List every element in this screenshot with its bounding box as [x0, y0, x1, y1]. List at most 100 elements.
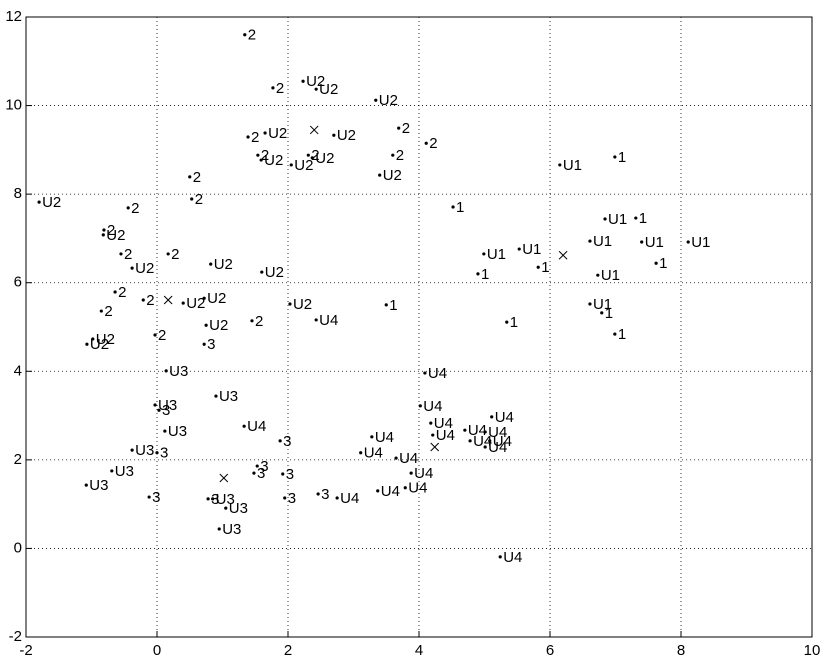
centroid	[163, 295, 173, 305]
point-label: U2	[106, 227, 125, 244]
y-tick-label: 6	[14, 274, 22, 291]
centroid	[558, 250, 568, 260]
point	[640, 240, 644, 244]
point	[558, 163, 562, 167]
point-label: 3	[321, 486, 329, 503]
point	[468, 439, 472, 443]
point	[217, 527, 221, 531]
point	[588, 239, 592, 243]
point	[370, 435, 374, 439]
point-label: U3	[168, 423, 187, 440]
point	[409, 471, 413, 475]
point	[359, 451, 363, 455]
point-label: 2	[158, 327, 166, 344]
point	[166, 252, 170, 256]
point-label: U2	[207, 290, 226, 307]
point-label: 2	[276, 80, 284, 97]
point	[498, 555, 502, 559]
point	[259, 158, 263, 162]
point-label: U4	[247, 418, 266, 435]
point	[91, 337, 95, 341]
point	[335, 496, 339, 500]
point	[141, 298, 145, 302]
point-label: U4	[340, 490, 359, 507]
point-label: U4	[493, 433, 512, 450]
point-label: 2	[311, 147, 319, 164]
point	[155, 451, 159, 455]
point-label: U4	[428, 365, 447, 382]
x-tick-label: 8	[677, 642, 685, 659]
point	[488, 439, 492, 443]
point	[384, 303, 388, 307]
point	[243, 33, 247, 37]
point	[252, 471, 256, 475]
point	[289, 163, 293, 167]
point	[119, 252, 123, 256]
y-tick-label: 12	[5, 8, 22, 25]
point-label: U2	[265, 264, 284, 281]
point	[613, 332, 617, 336]
point-label: 1	[605, 305, 613, 322]
point	[84, 483, 88, 487]
point-label: 3	[152, 489, 160, 506]
point	[202, 296, 206, 300]
point-label: U1	[487, 246, 506, 263]
point	[505, 320, 509, 324]
point	[588, 302, 592, 306]
point	[476, 272, 480, 276]
centroid-stroke	[219, 473, 229, 483]
point-label: U4	[473, 433, 492, 450]
point-label: 2	[107, 222, 115, 239]
point	[147, 495, 151, 499]
point-label: 3	[162, 402, 170, 419]
point	[596, 273, 600, 277]
point-label: U4	[436, 427, 455, 444]
point-label: U1	[522, 241, 541, 258]
point-label: U2	[337, 127, 356, 144]
point	[306, 153, 310, 157]
point-label: U1	[593, 233, 612, 250]
point-label: U4	[381, 483, 400, 500]
point	[263, 131, 267, 135]
point	[164, 369, 168, 373]
point-label: 1	[618, 326, 626, 343]
point	[271, 86, 275, 90]
y-tick-label: 8	[14, 185, 22, 202]
point-label: 2	[248, 27, 256, 44]
point-label: 1	[456, 199, 464, 216]
point-label: 2	[251, 129, 259, 146]
point-label: U4	[488, 439, 507, 456]
point-label: 2	[146, 292, 154, 309]
point	[113, 290, 117, 294]
point-label: U3	[216, 491, 235, 508]
point-label: 2	[131, 200, 139, 217]
point	[424, 141, 428, 145]
point-label: U2	[306, 73, 325, 90]
point	[451, 205, 455, 209]
point-label: 1	[481, 266, 489, 283]
point	[153, 333, 157, 337]
point-label: U2	[264, 152, 283, 169]
point-label: 1	[510, 314, 518, 331]
point-label: 3	[283, 433, 291, 450]
point-label: U4	[375, 429, 394, 446]
point	[654, 261, 658, 265]
point-label: U2	[315, 150, 334, 167]
point-label: 1	[639, 210, 647, 227]
point-label: 3	[160, 445, 168, 462]
point	[283, 496, 287, 500]
point	[332, 133, 336, 137]
point	[204, 323, 208, 327]
point-label: U3	[219, 388, 238, 405]
point-label: U2	[135, 260, 154, 277]
point-label: U2	[319, 81, 338, 98]
y-tick-label: -2	[9, 628, 22, 645]
point-label: U3	[169, 363, 188, 380]
point	[686, 240, 690, 244]
point	[99, 309, 103, 313]
y-tick-label: 10	[5, 97, 22, 114]
point	[634, 216, 638, 220]
point-label: U4	[414, 465, 433, 482]
y-tick-label: 4	[14, 362, 22, 379]
